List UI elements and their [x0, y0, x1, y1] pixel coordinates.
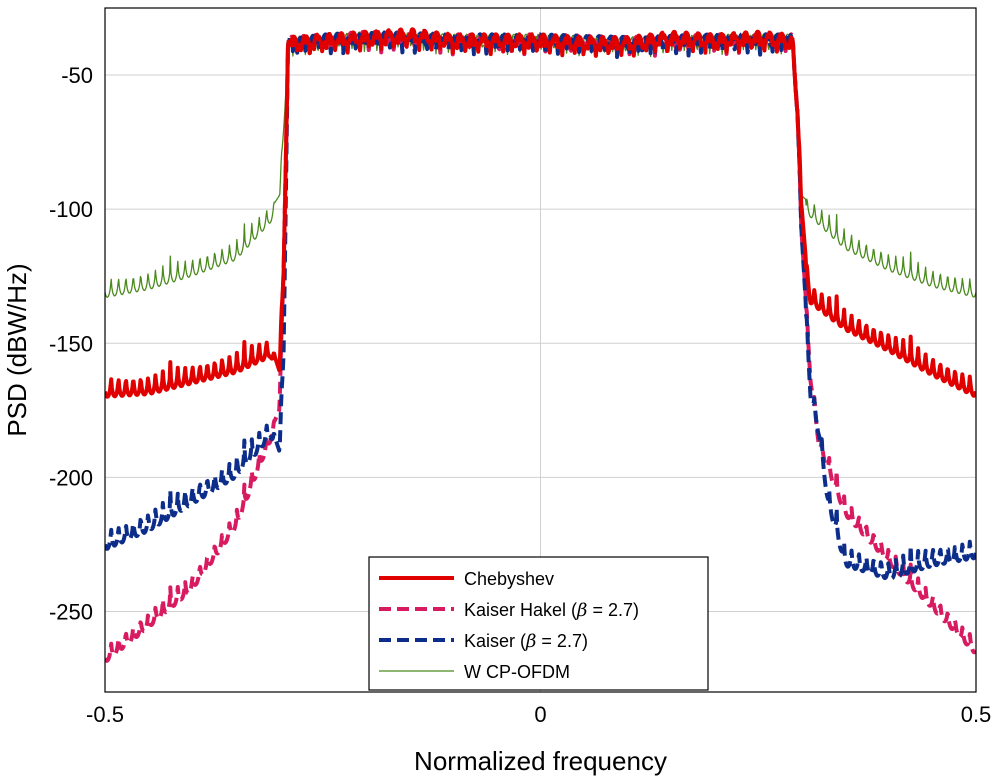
- plot-area: [105, 27, 976, 663]
- y-tick-label: -100: [49, 197, 93, 222]
- legend: Chebyshev Kaiser Hakel (β = 2.7) Kaiser (β…: [368, 556, 709, 691]
- tick-labels: -0.5 0 0.5 -250 -200 -150 -100 -50: [49, 63, 991, 727]
- legend-label: Chebyshev: [464, 569, 554, 589]
- x-tick-label: 0.5: [961, 702, 992, 727]
- legend-label: Kaiser Hakel (β = 2.7): [464, 600, 639, 621]
- legend-label: W CP-OFDM: [464, 662, 570, 682]
- y-tick-label: -250: [49, 600, 93, 625]
- axes-frame: [104, 7, 977, 693]
- y-axis-title: PSD (dBW/Hz): [2, 263, 32, 436]
- y-tick-label: -50: [61, 63, 93, 88]
- y-tick-label: -150: [49, 331, 93, 356]
- series-line-chebyshev: [105, 27, 976, 399]
- x-axis-title: Normalized frequency: [414, 746, 667, 776]
- x-tick-label: -0.5: [86, 702, 124, 727]
- y-tick-label: -200: [49, 465, 93, 490]
- legend-label: Kaiser (β = 2.7): [464, 631, 588, 652]
- x-tick-label: 0: [534, 702, 546, 727]
